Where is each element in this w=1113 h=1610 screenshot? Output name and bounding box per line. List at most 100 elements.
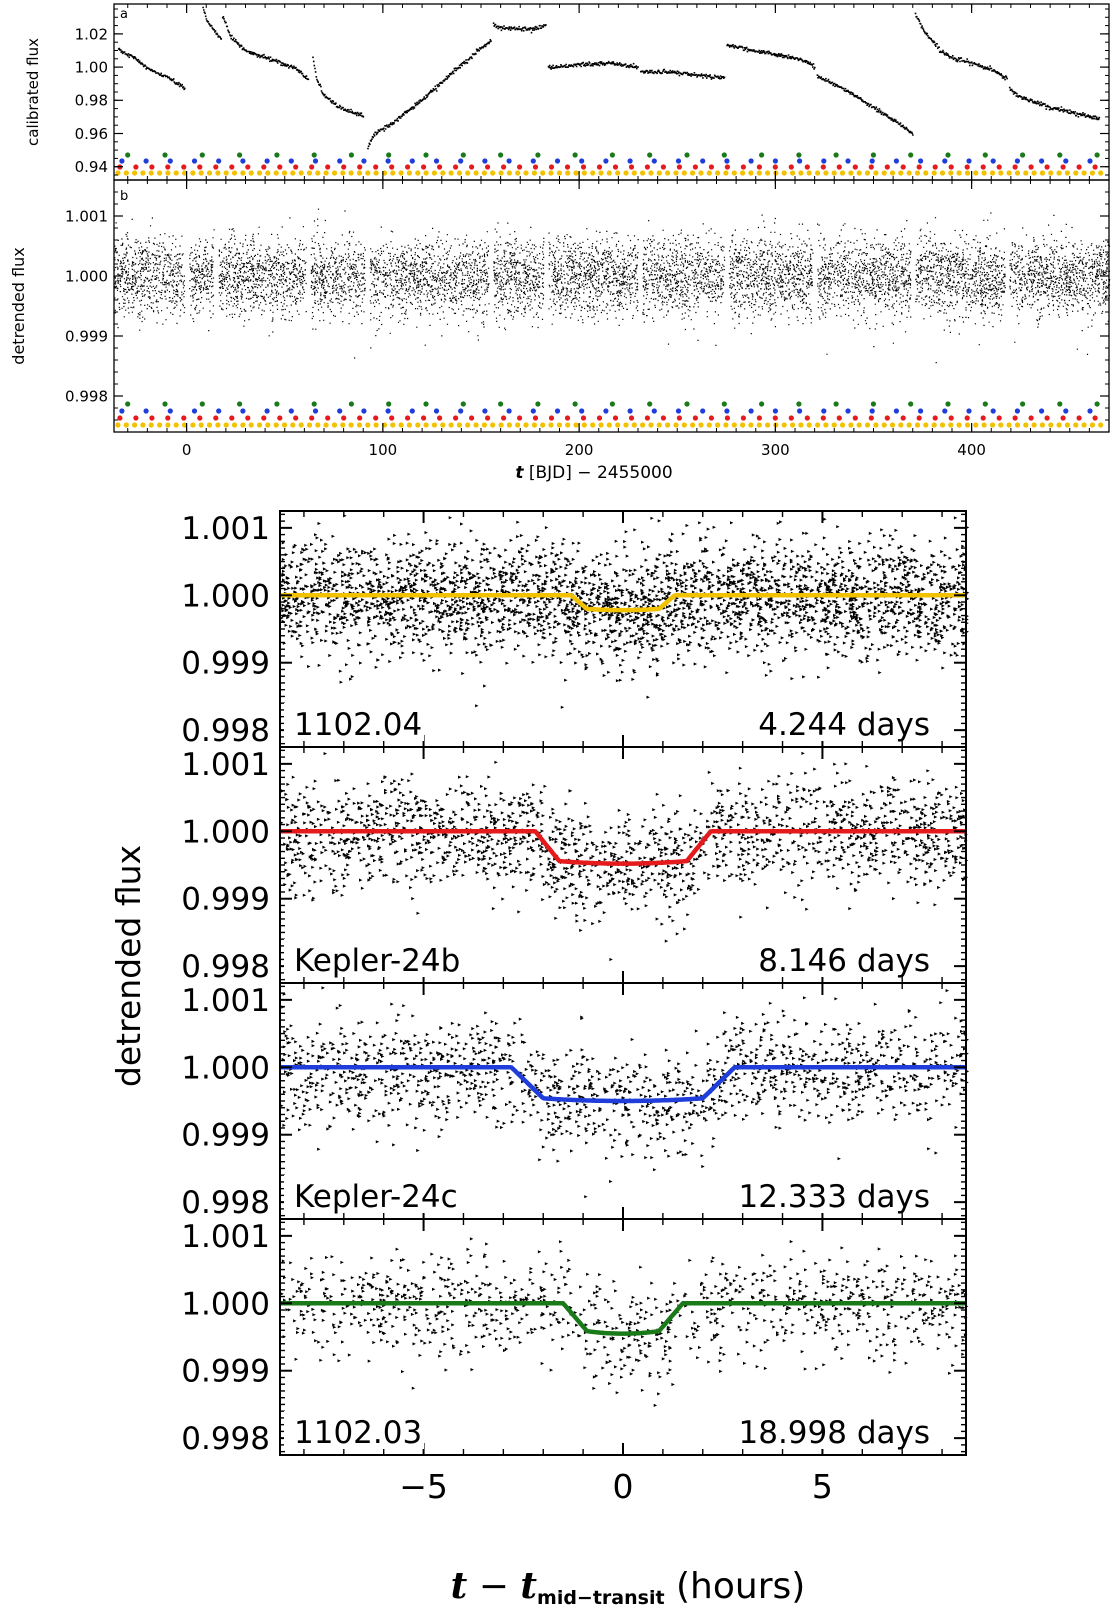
- transit-marker-1102-04: [240, 170, 246, 176]
- transit-marker-1102-04: [406, 170, 412, 176]
- transit-marker-1102-04: [1081, 422, 1087, 428]
- transit-marker-kepler-24b: [245, 164, 251, 170]
- transit-marker-1102-04: [298, 422, 304, 428]
- transit-marker-1102-04: [898, 170, 904, 176]
- panel-a-y-tick-label: 1.00: [75, 58, 108, 76]
- folded-panel-1102-04: 0.998 0.999 1.000 1.001 1102.04 4.244 days: [181, 510, 970, 749]
- transit-marker-kepler-24c: [458, 158, 464, 164]
- transit-marker-kepler-24b: [884, 415, 890, 421]
- transit-marker-1102-03: [684, 152, 690, 158]
- transit-marker-kepler-24c: [1087, 158, 1093, 164]
- transit-marker-kepler-24b: [389, 415, 395, 421]
- transit-marker-1102-04: [348, 170, 354, 176]
- transit-marker-kepler-24c: [966, 408, 972, 414]
- bottom-ylabel: detrended flux: [109, 845, 148, 1087]
- transit-marker-kepler-24b: [852, 164, 858, 170]
- transit-marker-1102-03: [833, 401, 839, 407]
- transit-marker-1102-04: [256, 422, 263, 428]
- transit-marker-kepler-24b: [405, 164, 411, 170]
- transit-marker-1102-04: [365, 170, 371, 176]
- transit-marker-1102-04: [781, 422, 787, 428]
- transit-marker-kepler-24c: [361, 158, 367, 164]
- transit-marker-1102-04: [1089, 422, 1095, 428]
- top-x-tick-label: 200: [565, 441, 594, 459]
- panel-b-y-tick-label: 0.999: [65, 327, 108, 345]
- transit-marker-kepler-24b: [772, 164, 778, 170]
- transit-marker-1102-04: [1031, 170, 1037, 176]
- transit-marker-1102-04: [798, 422, 804, 428]
- transit-marker-1102-03: [274, 401, 280, 407]
- transit-marker-kepler-24c: [216, 408, 222, 414]
- transit-marker-kepler-24c: [748, 408, 754, 414]
- transit-marker-1102-04: [581, 170, 587, 176]
- folded-y-tick-label: 1.000: [181, 578, 270, 614]
- transit-marker-1102-04: [698, 422, 704, 428]
- transit-marker-kepler-24c: [264, 158, 270, 164]
- transit-marker-1102-04: [440, 170, 446, 176]
- transit-marker-1102-04: [1031, 422, 1037, 428]
- transit-marker-1102-04: [481, 422, 487, 428]
- folded-y-tick-label: 1.000: [181, 814, 270, 850]
- transit-marker-kepler-24c: [893, 158, 900, 164]
- transit-marker-1102-03: [721, 152, 727, 158]
- transit-marker-kepler-24b: [181, 164, 187, 170]
- transit-marker-1102-04: [165, 170, 171, 176]
- transit-marker-kepler-24b: [1076, 164, 1082, 170]
- transit-marker-1102-04: [765, 170, 771, 176]
- transit-marker-1102-04: [281, 170, 288, 176]
- transit-marker-1102-04: [223, 170, 229, 176]
- transit-marker-1102-03: [796, 152, 802, 158]
- folded-period-label-kepler-24b: 8.146 days: [758, 943, 930, 979]
- transit-marker-1102-04: [998, 170, 1004, 176]
- folded-y-tick-label: 1.001: [181, 983, 270, 1019]
- transit-marker-1102-04: [240, 422, 246, 428]
- panel-a-y-tick-label: 1.02: [75, 25, 108, 43]
- label-bg: [724, 1411, 936, 1449]
- transit-marker-kepler-24b: [980, 415, 986, 421]
- transit-marker-1102-03: [535, 152, 541, 158]
- transit-marker-1102-04: [548, 422, 554, 428]
- transit-marker-kepler-24b: [868, 415, 874, 421]
- transit-marker-kepler-24b: [820, 415, 826, 421]
- transit-marker-1102-04: [964, 170, 971, 176]
- transit-marker-1102-04: [498, 170, 504, 176]
- transit-marker-kepler-24b: [532, 164, 539, 170]
- transit-marker-1102-04: [648, 422, 654, 428]
- transit-marker-1102-04: [573, 422, 579, 428]
- transit-marker-1102-04: [931, 422, 937, 428]
- transit-marker-1102-04: [1048, 422, 1054, 428]
- panel-b-y-tick-label: 0.998: [65, 387, 108, 405]
- transit-marker-1102-04: [815, 422, 821, 428]
- transit-marker-1102-04: [290, 170, 296, 176]
- transit-marker-1102-04: [856, 422, 862, 428]
- transit-marker-1102-03: [982, 401, 988, 407]
- transit-marker-kepler-24b: [1044, 415, 1050, 421]
- folded-points-kepler-24c: [280, 986, 970, 1199]
- transit-marker-1102-03: [162, 152, 168, 158]
- transit-marker-kepler-24c: [409, 158, 415, 164]
- transit-marker-1102-04: [1006, 170, 1012, 176]
- transit-marker-kepler-24c: [724, 408, 730, 414]
- transit-marker-1102-04: [356, 422, 363, 428]
- transit-marker-kepler-24c: [288, 408, 294, 414]
- transit-marker-kepler-24b: [181, 415, 187, 421]
- transit-marker-1102-04: [331, 422, 338, 428]
- transit-marker-kepler-24c: [579, 408, 585, 414]
- transit-marker-kepler-24b: [1028, 415, 1034, 421]
- transit-marker-1102-04: [306, 422, 313, 428]
- transit-marker-1102-03: [1094, 152, 1100, 158]
- transit-marker-kepler-24b: [437, 164, 443, 170]
- transit-marker-kepler-24b: [916, 164, 922, 170]
- transit-marker-kepler-24b: [437, 415, 443, 421]
- transit-marker-1102-04: [198, 422, 204, 428]
- transit-marker-1102-04: [948, 170, 954, 176]
- transit-marker-kepler-24b: [213, 415, 219, 421]
- transit-marker-1102-04: [140, 422, 146, 428]
- transit-marker-1102-04: [864, 170, 871, 176]
- folded-points-1102-04: [280, 514, 970, 709]
- transit-marker-kepler-24c: [675, 408, 682, 414]
- transit-marker-1102-04: [132, 170, 138, 176]
- transit-marker-1102-04: [473, 170, 479, 176]
- transit-marker-1102-04: [715, 170, 721, 176]
- transit-marker-kepler-24c: [312, 158, 319, 164]
